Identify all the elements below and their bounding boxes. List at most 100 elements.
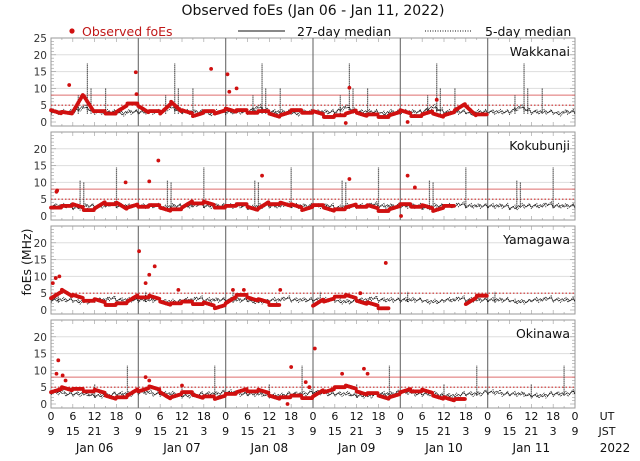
observed-point	[134, 92, 139, 97]
observed-point	[156, 158, 161, 163]
y-tick-label: 10	[34, 271, 47, 283]
legend-observed-label: Observed foEs	[82, 24, 173, 39]
observed-point	[365, 371, 370, 376]
x-tick-label-jst: 9	[397, 425, 404, 438]
observed-point	[180, 383, 184, 388]
observed-point	[56, 358, 61, 363]
x-tick-label-ut: 0	[222, 410, 229, 423]
observed-point	[484, 112, 489, 117]
observed-point	[289, 365, 294, 369]
observed-point	[278, 287, 283, 292]
observed-point	[386, 306, 391, 311]
y-tick-label: 5	[40, 382, 47, 394]
observed-point	[176, 287, 181, 292]
observed-point	[147, 272, 152, 277]
median27-line	[50, 296, 576, 304]
observed-point	[303, 380, 308, 385]
x-tick-label-jst: 21	[524, 425, 538, 438]
observed-point	[152, 264, 157, 269]
observed-point	[231, 287, 235, 292]
y-tick-label: 0	[40, 399, 47, 411]
x-tick-label-ut: 6	[69, 410, 76, 423]
observed-point	[343, 121, 348, 125]
observed-point	[285, 402, 290, 406]
x-tick-label-ut: 12	[437, 410, 451, 423]
x-tick-label-jst: 3	[288, 425, 295, 438]
observed-point	[57, 274, 62, 279]
observed-point	[60, 373, 65, 378]
station-label: Okinawa	[516, 326, 570, 341]
y-tick-label: 15	[34, 67, 47, 79]
observed-point	[260, 173, 264, 178]
y-tick-label: 5	[40, 288, 47, 300]
x-tick-label-ut: 6	[331, 410, 338, 423]
x-tick-label-ut: 0	[572, 410, 579, 423]
y-tick-label: 15	[34, 349, 47, 361]
y-tick-label: 20	[34, 50, 47, 62]
x-tick-label-jst: 9	[222, 425, 229, 438]
x-tick-label-jst: 15	[241, 425, 255, 438]
x-tick-label-jst: 3	[550, 425, 557, 438]
x-tick-label-jst: 9	[572, 425, 579, 438]
x-tick-label-ut: 18	[459, 410, 473, 423]
x-tick-label-jst: 9	[135, 425, 142, 438]
observed-point	[484, 293, 489, 298]
observed-point	[307, 385, 312, 390]
x-tick-label-jst: 3	[375, 425, 382, 438]
panel-kokubunji: 0 5 10 15 20 Kokubunji	[34, 131, 576, 223]
observed-point	[277, 303, 282, 307]
station-label: Wakkanai	[510, 44, 570, 59]
x-tick-label-ut: 12	[88, 410, 102, 423]
y-tick-label: 20	[34, 144, 47, 156]
year-label: 2022	[600, 441, 631, 455]
y-tick-label: 0	[40, 117, 47, 129]
x-tick-label-jst: 15	[153, 425, 167, 438]
x-tick-label-jst: 15	[66, 425, 80, 438]
x-tick-label-jst: 3	[462, 425, 469, 438]
observed-point	[147, 179, 152, 184]
y-tick-label: 15	[34, 161, 47, 173]
day-label: Jan 08	[250, 441, 289, 455]
x-tick-label-ut: 6	[506, 410, 513, 423]
station-label: Kokubunji	[509, 138, 570, 153]
x-tick-label-jst: 21	[88, 425, 102, 438]
observed-point	[123, 180, 128, 185]
x-tick-label-ut: 6	[244, 410, 251, 423]
x-tick-label-jst: 21	[350, 425, 364, 438]
x-tick-label-jst: 15	[415, 425, 429, 438]
observed-point	[133, 70, 138, 75]
panel-wakkanai: 0 5 10 15 20 25 Wakkanai	[34, 33, 576, 129]
observed-point	[362, 366, 366, 371]
day-label: Jan 07	[162, 441, 201, 455]
x-tick-label-jst: 3	[200, 425, 207, 438]
observed-point	[405, 173, 410, 178]
x-tick-label-ut: 12	[524, 410, 538, 423]
median5-line	[50, 388, 576, 399]
observed-point	[137, 249, 141, 254]
x-tick-label-jst: 21	[262, 425, 276, 438]
legend-median5-label: 5-day median	[485, 24, 571, 39]
x-tick-label-jst: 3	[113, 425, 120, 438]
observed-point	[312, 346, 317, 351]
y-tick-label: 20	[34, 332, 47, 344]
observed-point	[234, 86, 239, 91]
x-tick-label-ut: 12	[262, 410, 276, 423]
observed-point	[53, 276, 58, 280]
observed-point	[405, 120, 410, 124]
x-tick-label-jst: 21	[437, 425, 451, 438]
observed-point	[434, 97, 439, 102]
day-label: Jan 06	[75, 441, 114, 455]
observed-point	[399, 214, 403, 218]
y-tick-label: 20	[34, 238, 47, 250]
station-label: Yamagawa	[502, 232, 570, 247]
observed-point	[143, 375, 148, 380]
legend: Observed foEs 27-day median 5-day median	[69, 24, 571, 39]
x-tick-label-ut: 0	[397, 410, 404, 423]
median5-line	[50, 294, 576, 305]
x-tick-label-jst: 21	[175, 425, 189, 438]
day-label: Jan 10	[424, 441, 463, 455]
observed-point	[463, 397, 467, 401]
observed-point	[225, 72, 230, 77]
y-tick-label: 0	[40, 211, 47, 223]
